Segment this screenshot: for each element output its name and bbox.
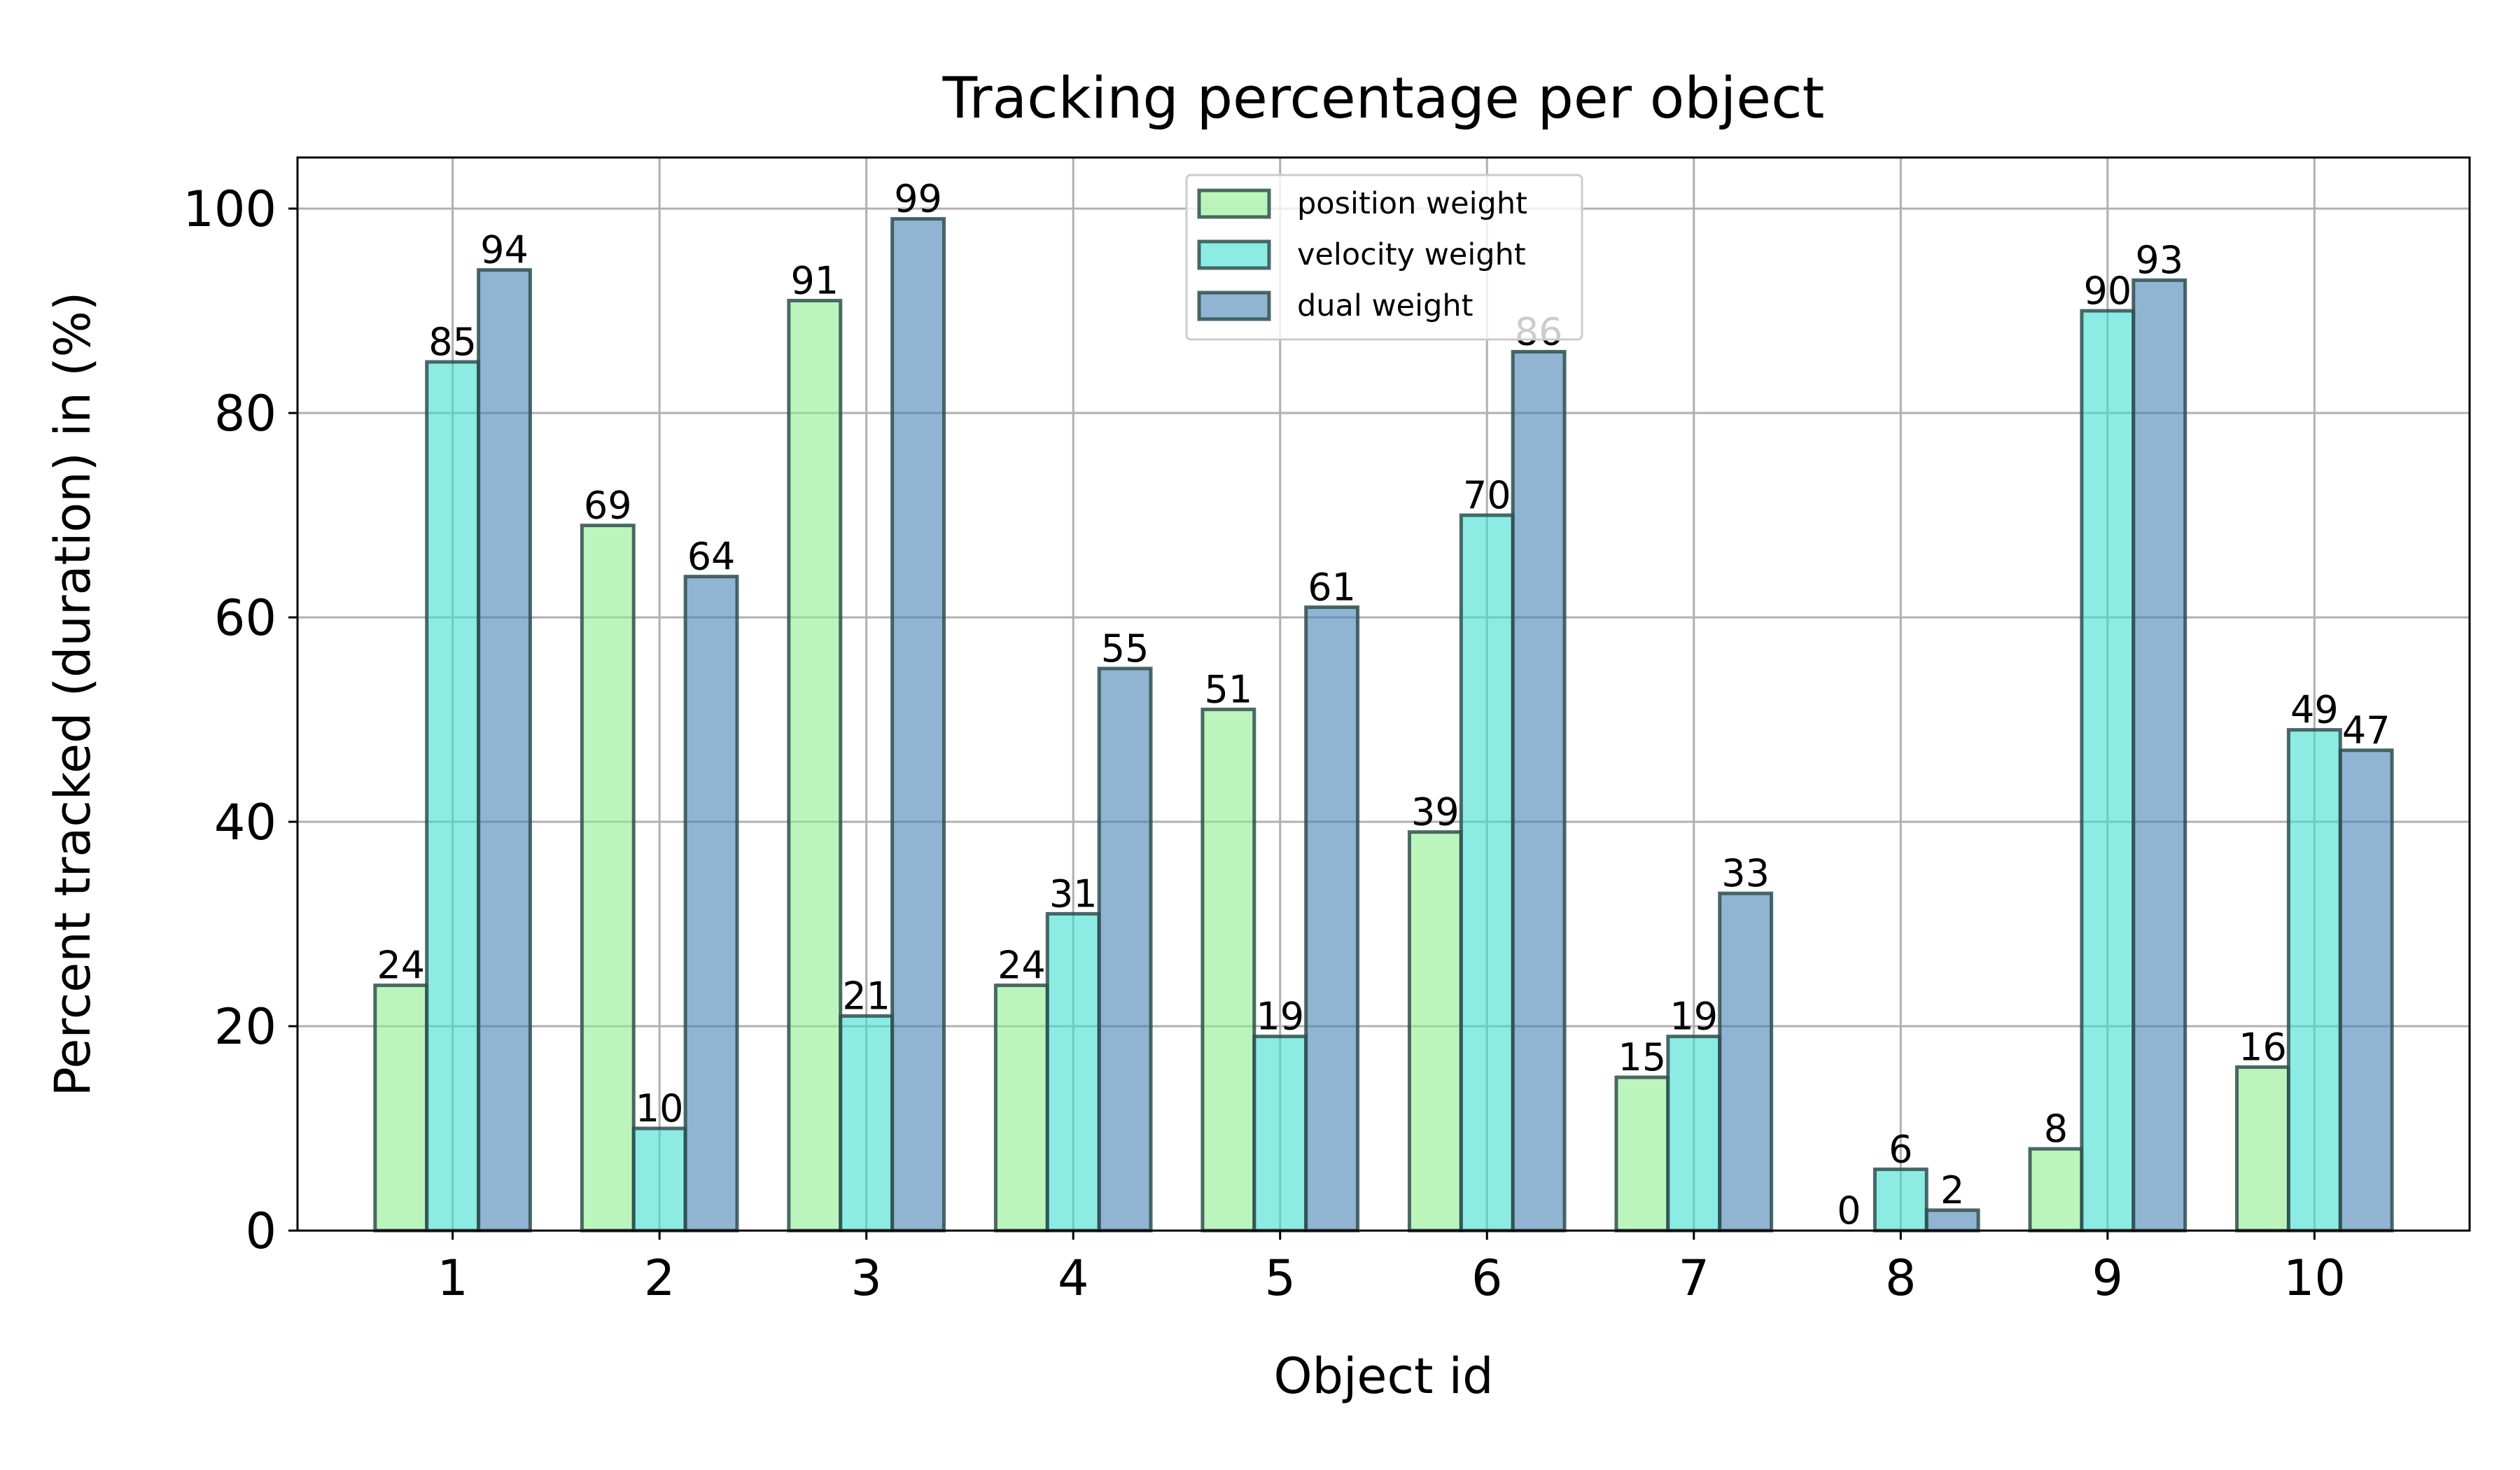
- legend-label-position-weight: position weight: [1297, 186, 1527, 221]
- data-label-velocity-weight: 19: [1670, 995, 1718, 1039]
- data-label-velocity-weight: 85: [428, 320, 477, 364]
- data-label-dual-weight: 99: [894, 177, 942, 221]
- data-label-velocity-weight: 21: [842, 974, 890, 1018]
- bar-position-weight: [1614, 1075, 1670, 1233]
- bar-position-weight: [580, 524, 636, 1233]
- bar-velocity-weight: [1872, 1167, 1928, 1233]
- data-label-velocity-weight: 10: [636, 1086, 684, 1130]
- data-label-dual-weight: 33: [1721, 851, 1770, 895]
- bar-position-weight: [1407, 830, 1463, 1233]
- y-tick-label: 80: [214, 385, 276, 442]
- bar-position-weight: [993, 983, 1049, 1233]
- data-label-dual-weight: 94: [480, 228, 528, 272]
- data-label-dual-weight: 64: [687, 535, 736, 579]
- data-label-dual-weight: 55: [1101, 626, 1149, 671]
- bar-dual-weight: [1304, 605, 1360, 1233]
- bar-dual-weight: [683, 575, 739, 1233]
- data-label-velocity-weight: 49: [2290, 688, 2339, 732]
- legend-box: [1185, 174, 1583, 341]
- data-label-velocity-weight: 19: [1256, 995, 1304, 1039]
- data-label-position-weight: 91: [790, 258, 839, 302]
- y-axis-ticks: 0 20 40 60 80 100: [183, 181, 298, 1260]
- legend-label-velocity-weight: velocity weight: [1297, 237, 1526, 272]
- data-label-dual-weight: 2: [1940, 1168, 1964, 1212]
- x-tick-label: 7: [1679, 1250, 1710, 1307]
- y-tick-label: 20: [214, 998, 276, 1056]
- data-labels: 24 69 91 24 51 39 15 0 8 16 85 10 21 31 19 70 19 6 90 49 94 6…: [377, 177, 2390, 1233]
- bar-velocity-weight: [2286, 728, 2342, 1233]
- bar-dual-weight: [1511, 349, 1567, 1233]
- data-label-position-weight: 69: [584, 484, 632, 528]
- legend-swatch-velocity-weight: [1197, 239, 1271, 270]
- legend-swatch-position-weight: [1197, 188, 1271, 219]
- x-tick-label: 5: [1264, 1250, 1296, 1307]
- data-label-position-weight: 16: [2239, 1025, 2287, 1069]
- data-label-position-weight: 24: [997, 944, 1046, 988]
- bar-velocity-weight: [2080, 309, 2136, 1233]
- y-tick-label: 40: [214, 794, 276, 851]
- bar-dual-weight: [2132, 278, 2188, 1233]
- bars: [373, 217, 2394, 1233]
- bar-velocity-weight: [631, 1126, 687, 1233]
- legend-label-dual-weight: dual weight: [1297, 288, 1474, 323]
- data-label-dual-weight: 61: [1308, 565, 1356, 609]
- x-axis-label: Object id: [1273, 1348, 1493, 1405]
- bar-velocity-weight: [425, 360, 481, 1233]
- bar-dual-weight: [477, 268, 532, 1233]
- chart-title: Tracking percentage per object: [942, 66, 1825, 132]
- bar-velocity-weight: [839, 1014, 895, 1233]
- bar-position-weight: [787, 298, 843, 1233]
- bar-dual-weight: [890, 217, 946, 1233]
- legend: position weight velocity weight dual weigh…: [1185, 174, 1583, 341]
- x-axis-ticks: 1 2 3 4 5 6 7 8 9 10: [437, 1231, 2346, 1307]
- data-label-position-weight: 24: [377, 944, 425, 988]
- bar-velocity-weight: [1252, 1035, 1308, 1233]
- bar-position-weight: [2235, 1065, 2290, 1233]
- bar-dual-weight: [1718, 891, 1774, 1233]
- data-label-position-weight: 39: [1411, 790, 1460, 834]
- data-label-position-weight: 15: [1618, 1035, 1667, 1079]
- data-label-position-weight: 51: [1204, 667, 1252, 711]
- x-tick-label: 9: [2092, 1250, 2124, 1307]
- x-tick-label: 1: [437, 1250, 468, 1307]
- data-label-velocity-weight: 90: [2083, 269, 2132, 313]
- data-label-velocity-weight: 31: [1049, 872, 1098, 916]
- bar-dual-weight: [2338, 748, 2394, 1233]
- data-label-dual-weight: 93: [2135, 238, 2183, 282]
- x-tick-label: 6: [1471, 1250, 1503, 1307]
- x-tick-label: 3: [850, 1250, 882, 1307]
- data-label-velocity-weight: 6: [1889, 1127, 1912, 1171]
- legend-swatch-dual-weight: [1197, 290, 1271, 321]
- y-tick-label: 0: [245, 1203, 276, 1260]
- x-tick-label: 2: [644, 1250, 676, 1307]
- bar-velocity-weight: [1045, 911, 1101, 1233]
- bar-position-weight: [373, 983, 429, 1233]
- bar-velocity-weight: [1666, 1035, 1722, 1233]
- y-tick-label: 60: [214, 589, 276, 647]
- data-label-position-weight: 0: [1837, 1189, 1861, 1233]
- data-label-position-weight: 8: [2044, 1107, 2068, 1151]
- data-label-velocity-weight: 70: [1463, 473, 1511, 517]
- bar-dual-weight: [1097, 666, 1153, 1233]
- plot-frame: [296, 156, 2471, 1232]
- x-tick-label: 10: [2283, 1250, 2346, 1307]
- y-tick-label: 100: [183, 181, 276, 238]
- data-label-dual-weight: 47: [2342, 708, 2390, 752]
- bar-velocity-weight: [1459, 513, 1515, 1233]
- bar-position-weight: [2028, 1147, 2084, 1233]
- y-axis-label: Percent tracked (duration) in (%): [44, 292, 102, 1097]
- x-tick-label: 4: [1058, 1250, 1089, 1307]
- bar-dual-weight: [1924, 1208, 1980, 1233]
- bar-position-weight: [1200, 707, 1256, 1233]
- x-tick-label: 8: [1885, 1250, 1917, 1307]
